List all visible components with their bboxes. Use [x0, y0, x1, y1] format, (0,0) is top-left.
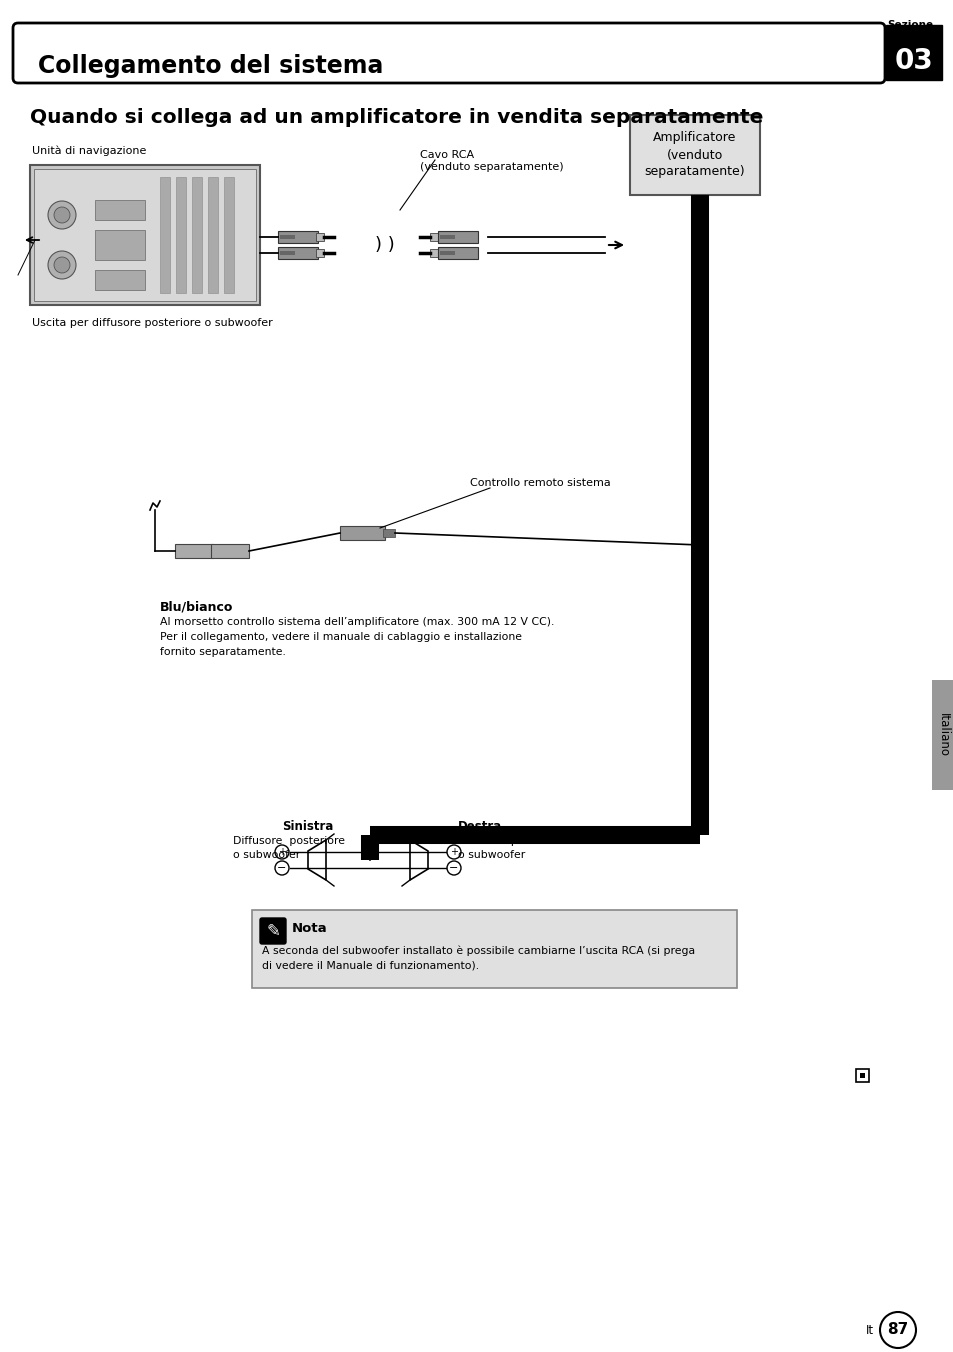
Text: Cavo RCA
(venduto separatamente): Cavo RCA (venduto separatamente): [419, 150, 563, 172]
Bar: [859, 1073, 864, 1078]
Text: 87: 87: [886, 1322, 907, 1337]
Text: A seconda del subwoofer installato è possibile cambiarne l’uscita RCA (si prega: A seconda del subwoofer installato è pos…: [262, 946, 695, 956]
Text: o subwoofer: o subwoofer: [233, 850, 300, 860]
Bar: [34, 169, 255, 301]
Circle shape: [48, 201, 76, 228]
Bar: [437, 247, 477, 260]
Bar: [931, 680, 953, 790]
Bar: [437, 231, 477, 243]
Text: Controllo remoto sistema: Controllo remoto sistema: [470, 479, 610, 488]
Bar: [192, 177, 202, 293]
Polygon shape: [308, 840, 326, 880]
Bar: [174, 544, 213, 558]
Circle shape: [274, 861, 289, 875]
Text: Blu/bianco: Blu/bianco: [160, 600, 233, 612]
Circle shape: [274, 845, 289, 859]
Text: Amplificatore
(venduto
separatamente): Amplificatore (venduto separatamente): [644, 131, 744, 178]
Circle shape: [879, 1311, 915, 1348]
Bar: [95, 230, 145, 260]
Bar: [280, 235, 294, 239]
Circle shape: [447, 861, 460, 875]
Text: o subwoofer: o subwoofer: [457, 850, 525, 860]
FancyBboxPatch shape: [629, 115, 760, 195]
Text: +: +: [450, 846, 457, 857]
Bar: [439, 251, 455, 256]
Text: Diffusore posteriore: Diffusore posteriore: [457, 836, 566, 846]
Text: Per il collegamento, vedere il manuale di cablaggio e installazione: Per il collegamento, vedere il manuale d…: [160, 631, 521, 642]
Text: Unità di navigazione: Unità di navigazione: [32, 145, 146, 155]
Bar: [211, 544, 249, 558]
Text: Destra: Destra: [457, 821, 501, 833]
Circle shape: [54, 207, 70, 223]
Text: di vedere il Manuale di funzionamento).: di vedere il Manuale di funzionamento).: [262, 961, 478, 971]
Bar: [439, 235, 455, 239]
FancyBboxPatch shape: [13, 23, 884, 82]
Bar: [315, 249, 324, 257]
Text: Sezione: Sezione: [886, 20, 932, 30]
Bar: [339, 526, 385, 539]
Text: Diffusore  posteriore: Diffusore posteriore: [233, 836, 345, 846]
Text: 03: 03: [894, 47, 932, 74]
Text: Uscita per diffusore posteriore o subwoofer: Uscita per diffusore posteriore o subwoo…: [32, 318, 273, 329]
Bar: [855, 1069, 868, 1082]
Text: ✎: ✎: [266, 922, 279, 940]
Bar: [252, 910, 737, 988]
Text: Nota: Nota: [292, 922, 327, 936]
Text: −: −: [277, 863, 287, 873]
Bar: [95, 270, 145, 289]
Bar: [280, 251, 294, 256]
Circle shape: [48, 251, 76, 279]
Circle shape: [54, 257, 70, 273]
Text: ) ): ) ): [375, 237, 395, 254]
Bar: [208, 177, 218, 293]
Bar: [30, 165, 260, 306]
Text: Italiano: Italiano: [936, 713, 948, 757]
FancyBboxPatch shape: [260, 918, 286, 944]
Bar: [95, 200, 145, 220]
Bar: [277, 247, 317, 260]
Bar: [277, 231, 317, 243]
Bar: [430, 233, 437, 241]
Text: −: −: [449, 863, 458, 873]
Circle shape: [447, 845, 460, 859]
Text: Sinistra: Sinistra: [282, 821, 334, 833]
Text: It: It: [865, 1324, 873, 1337]
Text: Collegamento del sistema: Collegamento del sistema: [38, 54, 383, 78]
Bar: [160, 177, 170, 293]
Bar: [315, 233, 324, 241]
Polygon shape: [410, 840, 428, 880]
Text: +: +: [277, 846, 286, 857]
Bar: [885, 24, 941, 80]
Bar: [382, 529, 395, 537]
Text: Quando si collega ad un amplificatore in vendita separatamente: Quando si collega ad un amplificatore in…: [30, 108, 762, 127]
Bar: [224, 177, 233, 293]
Text: fornito separatamente.: fornito separatamente.: [160, 648, 286, 657]
Text: Al morsetto controllo sistema dell’amplificatore (max. 300 mA 12 V CC).: Al morsetto controllo sistema dell’ampli…: [160, 617, 554, 627]
Bar: [175, 177, 186, 293]
Bar: [430, 249, 437, 257]
